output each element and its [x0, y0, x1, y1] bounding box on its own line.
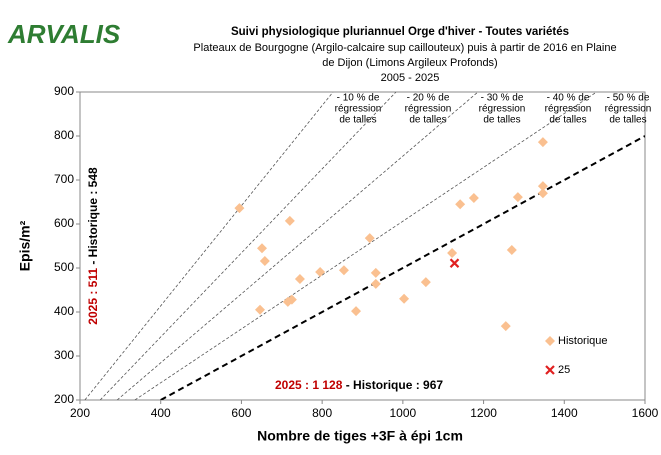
- y-tick-label: 200: [54, 392, 74, 406]
- line-label: régression: [335, 104, 382, 115]
- x-tick-label: 800: [312, 406, 332, 420]
- x-tick-label: 1400: [551, 406, 578, 420]
- line-label: - 10 % de: [337, 93, 380, 104]
- x-tick-label: 600: [231, 406, 251, 420]
- annotation: 2025 : 511 - Historique : 548: [86, 167, 100, 325]
- legend-marker: [545, 365, 555, 375]
- point: [370, 278, 381, 289]
- point: [399, 293, 410, 304]
- legend-label: 25: [558, 364, 570, 376]
- subtitle: Plateaux de Bourgogne (Argilo-calcaire s…: [193, 42, 616, 54]
- point: [259, 255, 270, 266]
- line-label: - 40 % de: [547, 93, 590, 104]
- line-label: de talles: [339, 115, 376, 126]
- point: [370, 267, 381, 278]
- point: [537, 181, 548, 192]
- x-tick-label: 400: [151, 406, 171, 420]
- x-axis-label: Nombre de tiges +3F à épi 1cm: [257, 428, 463, 444]
- point: [364, 233, 375, 244]
- line-label: régression: [405, 104, 452, 115]
- point: [512, 192, 523, 203]
- regression-line: [160, 135, 645, 400]
- point: [294, 274, 305, 284]
- y-tick-label: 500: [54, 260, 74, 274]
- point: [420, 277, 431, 288]
- annotation-red: 2025 : 1 128: [275, 378, 343, 392]
- line-label: - 50 % de: [607, 93, 650, 104]
- point: [254, 304, 265, 315]
- point: [455, 199, 466, 210]
- subtitle: de Dijon (Limons Argileux Profonds): [322, 57, 497, 69]
- plot-area: [79, 91, 646, 401]
- line-label: - 20 % de: [407, 93, 450, 104]
- point: [537, 137, 548, 148]
- y-axis-label: Epis/m²: [17, 220, 33, 271]
- point: [257, 243, 268, 254]
- point: [447, 248, 458, 259]
- legend-label: Historique: [558, 335, 608, 347]
- y-tick-label: 600: [54, 216, 74, 230]
- annotation: 2025 : 1 128 - Historique : 967: [275, 378, 443, 392]
- y-tick-label: 400: [54, 304, 74, 318]
- point: [234, 203, 245, 214]
- line-label: de talles: [609, 115, 646, 126]
- line-label: - 30 % de: [481, 93, 524, 104]
- x-tick-label: 1200: [470, 406, 497, 420]
- x-tick-label: 1000: [390, 406, 417, 420]
- point: [286, 294, 297, 305]
- regression-line: [99, 92, 397, 400]
- regression-line: [116, 92, 479, 400]
- line-label: régression: [605, 104, 652, 115]
- y-tick-label: 800: [54, 128, 74, 142]
- point: [351, 306, 362, 317]
- chart-title: Suivi physiologique pluriannuel Orge d'h…: [231, 26, 569, 38]
- y-tick-label: 900: [54, 84, 74, 98]
- x-tick-label: 200: [70, 406, 90, 420]
- regression-line: [134, 92, 597, 400]
- point: [537, 188, 548, 199]
- point: [468, 193, 479, 204]
- y-tick-label: 700: [54, 172, 74, 186]
- line-label: régression: [479, 104, 526, 115]
- annotation-red: 2025 : 511: [86, 268, 100, 325]
- regression-line: [84, 92, 334, 400]
- annotation-black: - Historique : 967: [342, 378, 443, 392]
- line-label: de talles: [483, 115, 520, 126]
- point: [315, 266, 326, 277]
- line-label: de talles: [409, 115, 446, 126]
- subtitle: 2005 - 2025: [381, 72, 440, 84]
- point: [338, 265, 349, 276]
- point: [449, 258, 460, 268]
- legend-marker: [545, 336, 555, 346]
- point: [284, 215, 295, 226]
- point: [506, 244, 517, 255]
- line-label: de talles: [549, 115, 586, 126]
- line-label: régression: [545, 104, 592, 115]
- x-tick-label: 1600: [632, 406, 659, 420]
- y-tick-label: 300: [54, 348, 74, 362]
- point: [500, 321, 511, 332]
- annotation-black: - Historique : 548: [86, 167, 100, 268]
- logo: ARVALIS: [7, 19, 121, 49]
